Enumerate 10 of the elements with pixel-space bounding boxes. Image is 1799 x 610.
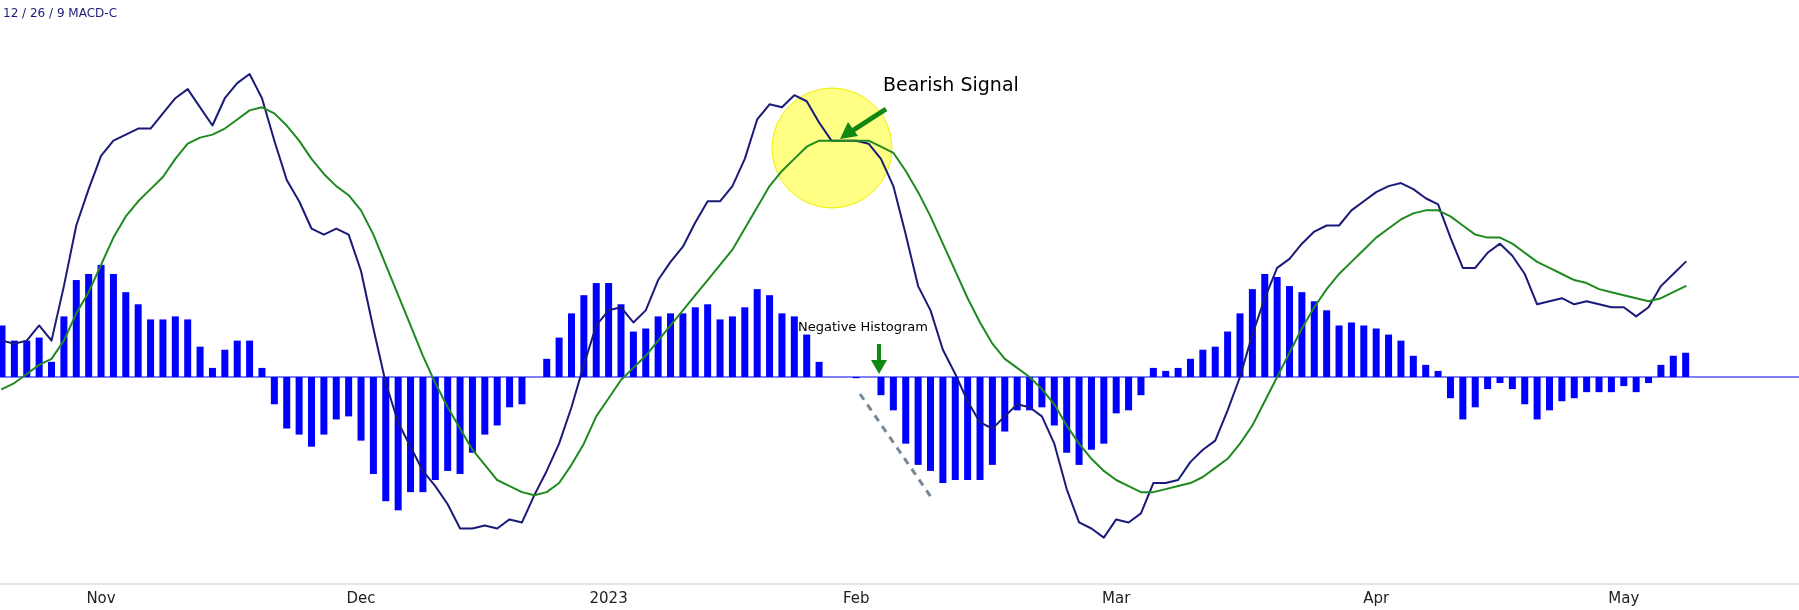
annotation: Bearish Signal: [883, 73, 1019, 95]
x-tick-label: 2023: [589, 589, 628, 607]
x-tick-label: Dec: [346, 589, 376, 607]
x-tick-label: May: [1608, 589, 1640, 607]
x-tick-label: Feb: [842, 589, 870, 607]
x-tick-label: Apr: [1363, 589, 1390, 607]
annotation: Negative Histogram: [798, 319, 928, 334]
x-tick-label: Mar: [1102, 589, 1132, 607]
chart-title: 12 / 26 / 9 MACD-C: [3, 6, 118, 20]
x-tick-label: Nov: [86, 589, 116, 607]
